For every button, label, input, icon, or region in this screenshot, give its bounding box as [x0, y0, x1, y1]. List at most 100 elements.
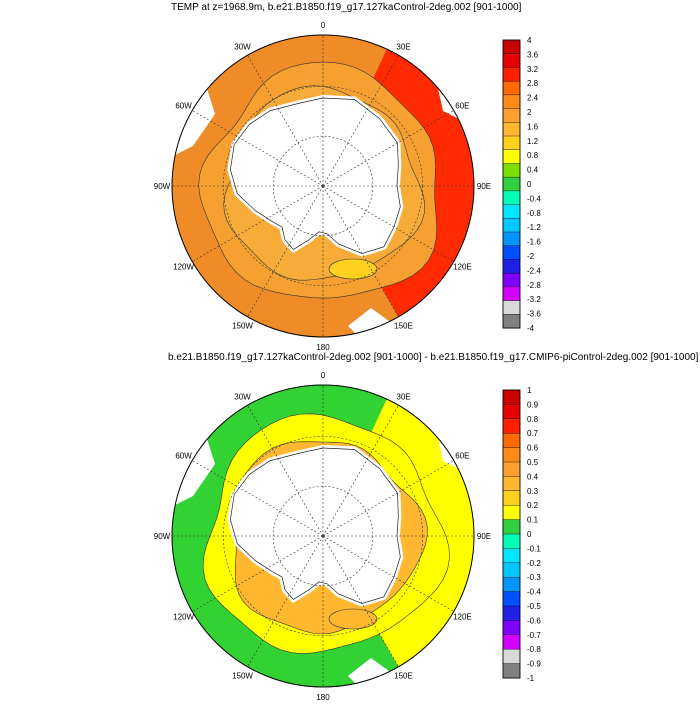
colorbar-swatch — [502, 94, 521, 110]
colorbar-swatch — [502, 135, 521, 151]
longitude-label: 0 — [321, 21, 326, 30]
colorbar-swatch — [502, 461, 521, 477]
longitude-label: 90E — [477, 532, 491, 541]
colorbar-tick-label: -0.1 — [527, 544, 541, 553]
polar-map-1: 0 30E 60E 90E 120E 150E 180 150W 120W 90W 60W 30W 4 3… — [154, 21, 542, 352]
colorbar-swatch — [502, 634, 521, 650]
colorbar-tick-label: -0.2 — [527, 559, 541, 568]
longitude-label: 120W — [173, 263, 194, 272]
colorbar-tick-label: 3.6 — [527, 50, 539, 59]
colorbar-swatch — [502, 533, 521, 549]
colorbar-tick-label: -1.6 — [527, 238, 541, 247]
colorbar-swatch — [502, 108, 521, 123]
longitude-label: 120E — [453, 263, 472, 272]
colorbar-swatch — [502, 67, 521, 82]
colorbar-tick-label: 4 — [527, 36, 532, 45]
colorbar-swatch — [502, 476, 521, 492]
colorbar-swatch — [502, 519, 521, 535]
colorbar-swatch — [502, 163, 521, 178]
colorbar-swatch — [502, 231, 521, 247]
colorbar-swatch — [502, 432, 521, 449]
colorbar-tick-label: 0.4 — [527, 166, 539, 175]
colorbar-tick-label: 2 — [527, 108, 532, 117]
colorbar-swatch — [502, 176, 521, 192]
map-field — [172, 35, 474, 337]
meridian-line — [322, 535, 399, 667]
longitude-label: 150E — [394, 671, 413, 680]
map-field — [172, 385, 474, 687]
meridian-line — [192, 460, 324, 537]
colorbar-swatch — [502, 218, 521, 233]
map-border — [171, 384, 475, 688]
colorbar-tick-label: 0.1 — [527, 516, 539, 525]
south-america-land — [173, 76, 215, 156]
polar-map-2: 0 30E 60E 90E 120E 150E 180 150W 120W 90W 60W 30W 1 0… — [154, 371, 542, 702]
longitude-label: 150E — [394, 321, 413, 330]
colorbar-tick-label: -0.8 — [527, 645, 541, 654]
colorbar-frame — [502, 39, 521, 329]
longitude-label: 0 — [321, 371, 326, 380]
meridian-line — [247, 55, 324, 187]
longitude-label: 30W — [234, 393, 251, 402]
colorbar-tick-label: 1.2 — [527, 137, 539, 146]
colorbar-swatch — [502, 272, 521, 288]
colorbar-swatch — [502, 389, 521, 405]
longitude-label: 30E — [396, 393, 410, 402]
colorbar-swatch — [502, 80, 521, 96]
longitude-label: 150W — [232, 671, 253, 680]
longitude-label: 60E — [455, 452, 469, 461]
longitude-label: 180 — [316, 693, 330, 700]
colorbar-tick-label: -0.4 — [527, 194, 541, 203]
colorbar-swatch — [502, 490, 521, 506]
meridian-line — [322, 405, 399, 537]
latitude-circle — [223, 86, 423, 286]
latitude-circle — [223, 436, 423, 636]
colorbar-tick-label: -0.3 — [527, 573, 541, 582]
antarctica-coastline — [230, 97, 401, 254]
colorbar-tick-label: -0.7 — [527, 631, 541, 640]
meridian-line — [322, 185, 399, 317]
colorbar-tick-label: 0.5 — [527, 458, 539, 467]
colorbar-tick-label: 1.6 — [527, 122, 539, 131]
colorbar-swatch — [502, 404, 521, 420]
colorbar-tick-label: 0.6 — [527, 444, 539, 453]
colorbar-tick-label: 3.2 — [527, 65, 539, 74]
panel-2-title: b.e21.B1850.f19_g17.127kaControl-2deg.00… — [168, 352, 699, 363]
panel-2: 0 30E 60E 90E 120E 150E 180 150W 120W 90W 60W 30W 1 0… — [0, 350, 700, 705]
colorbar-swatch — [502, 314, 521, 329]
colorbar-swatch — [502, 605, 521, 621]
colorbar-swatch — [502, 190, 521, 206]
colorbar-swatch — [502, 245, 521, 260]
colorbar-tick-label: -0.5 — [527, 602, 541, 611]
longitude-label: 60W — [175, 452, 192, 461]
colorbar-tick-label: -2.4 — [527, 266, 541, 275]
colorbar-swatch — [502, 620, 521, 636]
colorbar-tick-label: -2 — [527, 252, 535, 261]
colorbar-swatch — [502, 300, 521, 315]
colorbar-swatch — [502, 286, 521, 302]
meridian-line — [322, 460, 454, 537]
south-america-land — [173, 426, 215, 506]
meridian-line — [322, 110, 454, 187]
colorbar-tick-label: 0 — [527, 530, 532, 539]
longitude-label: 150W — [232, 321, 253, 330]
colorbar-swatch — [502, 591, 521, 607]
colorbar-tick-label: -3.2 — [527, 295, 541, 304]
colorbar-tick-label: 0.4 — [527, 472, 539, 481]
longitude-label: 60E — [455, 102, 469, 111]
colorbar-tick-label: -3.6 — [527, 310, 541, 319]
colorbar-tick-label: -1.2 — [527, 223, 541, 232]
colorbar-swatch — [502, 576, 521, 593]
meridian-line — [192, 535, 324, 612]
longitude-label: 120E — [453, 613, 472, 622]
meridian-line — [247, 405, 324, 537]
meridian-line — [322, 55, 399, 187]
colorbar-tick-label: -0.8 — [527, 209, 541, 218]
colorbar-tick-label: 0.8 — [527, 151, 539, 160]
colorbar-tick-label: 0.3 — [527, 487, 539, 496]
field-yellow-patch — [328, 608, 378, 630]
colorbar-tick-label: -0.9 — [527, 660, 541, 669]
longitude-label: 90W — [154, 532, 171, 541]
colorbar-swatch — [502, 649, 521, 665]
colorbar-tick-label: 0.8 — [527, 415, 539, 424]
